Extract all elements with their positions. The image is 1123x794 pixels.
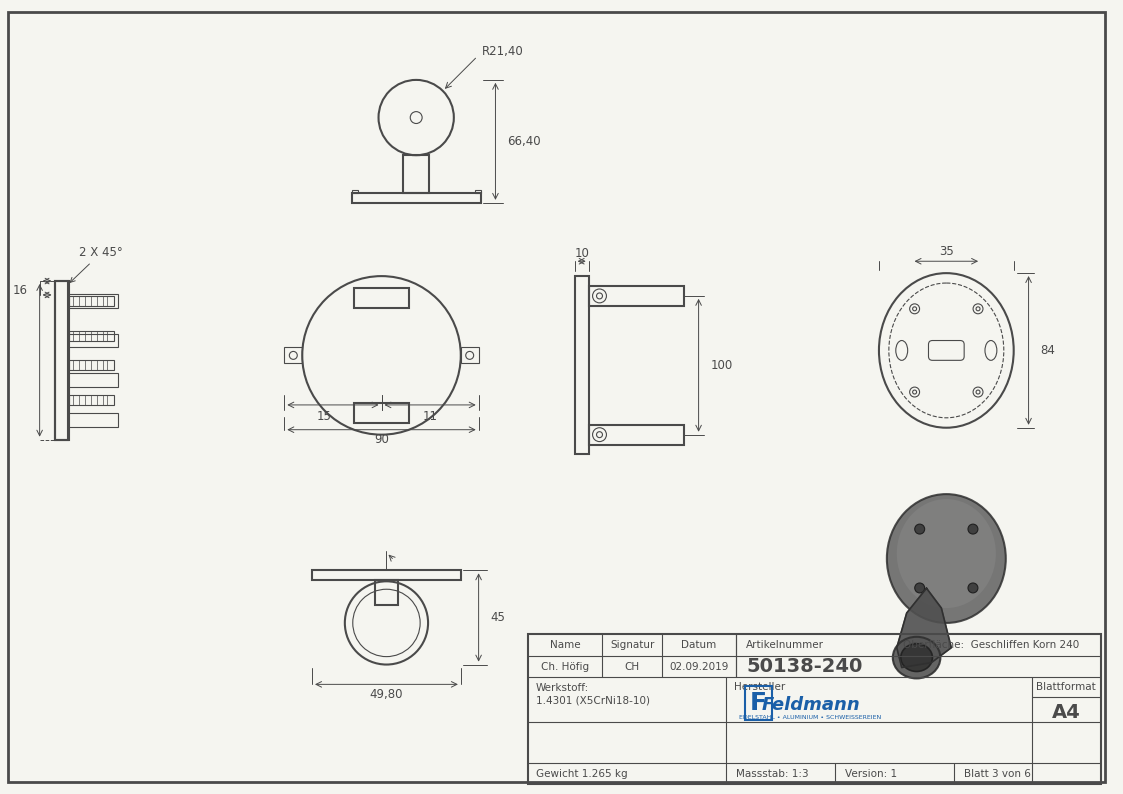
Bar bbox=[69, 333, 118, 348]
Text: Signatur: Signatur bbox=[610, 640, 655, 649]
Bar bbox=[354, 403, 409, 422]
Text: Oberfläche:  Geschliffen Korn 240: Oberfläche: Geschliffen Korn 240 bbox=[903, 640, 1079, 649]
Text: Werkstoff:: Werkstoff: bbox=[536, 684, 590, 693]
Bar bbox=[351, 193, 481, 202]
Text: 11: 11 bbox=[422, 410, 438, 423]
Ellipse shape bbox=[901, 644, 932, 672]
Text: 02.09.2019: 02.09.2019 bbox=[669, 661, 729, 672]
Bar bbox=[69, 373, 118, 387]
Text: Ch. Höfig: Ch. Höfig bbox=[541, 661, 590, 672]
Text: CH: CH bbox=[624, 661, 640, 672]
Text: 45: 45 bbox=[491, 611, 505, 624]
Bar bbox=[375, 580, 399, 605]
Bar bbox=[69, 294, 118, 308]
Text: 1.4301 (X5CrNi18-10): 1.4301 (X5CrNi18-10) bbox=[536, 696, 650, 705]
Text: 66,40: 66,40 bbox=[508, 135, 541, 148]
Bar bbox=[312, 570, 460, 580]
Bar bbox=[351, 190, 358, 193]
Circle shape bbox=[915, 583, 924, 593]
Bar bbox=[70, 296, 113, 306]
Text: Feldmann: Feldmann bbox=[761, 696, 860, 714]
Ellipse shape bbox=[893, 637, 940, 678]
Bar bbox=[55, 281, 69, 440]
Ellipse shape bbox=[887, 494, 1006, 623]
Text: 10: 10 bbox=[574, 247, 590, 260]
Text: 84: 84 bbox=[1041, 344, 1056, 357]
Text: 16: 16 bbox=[12, 284, 27, 298]
Polygon shape bbox=[897, 588, 951, 668]
Bar bbox=[55, 281, 70, 440]
Circle shape bbox=[915, 524, 924, 534]
Text: Name: Name bbox=[550, 640, 581, 649]
Circle shape bbox=[968, 524, 978, 534]
Text: F: F bbox=[749, 692, 767, 715]
Text: Version: 1: Version: 1 bbox=[846, 769, 897, 779]
Bar bbox=[588, 286, 684, 306]
Text: 90: 90 bbox=[374, 433, 389, 446]
Text: Artikelnummer: Artikelnummer bbox=[746, 640, 824, 649]
Text: Blattformat: Blattformat bbox=[1037, 682, 1096, 692]
Ellipse shape bbox=[897, 499, 996, 608]
Bar bbox=[575, 276, 588, 454]
Text: Massstab: 1:3: Massstab: 1:3 bbox=[737, 769, 809, 779]
Text: Datum: Datum bbox=[682, 640, 716, 649]
Text: 35: 35 bbox=[939, 245, 953, 258]
Bar bbox=[69, 413, 118, 426]
Text: EDELSTAHL • ALUMINIUM • SCHWEISSEREIEN: EDELSTAHL • ALUMINIUM • SCHWEISSEREIEN bbox=[739, 715, 882, 719]
Text: R21,40: R21,40 bbox=[482, 44, 523, 58]
Text: 49,80: 49,80 bbox=[369, 688, 403, 701]
Bar bbox=[588, 425, 684, 445]
Bar bbox=[70, 395, 113, 405]
Bar bbox=[460, 348, 478, 364]
Bar bbox=[70, 360, 113, 370]
Text: 50138-240: 50138-240 bbox=[746, 657, 862, 676]
Text: 2 X 45°: 2 X 45° bbox=[70, 246, 124, 283]
Text: 100: 100 bbox=[711, 359, 732, 372]
Circle shape bbox=[968, 583, 978, 593]
Bar bbox=[403, 155, 429, 193]
Bar bbox=[528, 634, 1101, 784]
Bar bbox=[475, 190, 481, 193]
Text: 15: 15 bbox=[317, 410, 331, 423]
Text: Hersteller: Hersteller bbox=[734, 682, 785, 692]
Bar bbox=[354, 288, 409, 308]
Text: Gewicht 1.265 kg: Gewicht 1.265 kg bbox=[536, 769, 628, 779]
Bar bbox=[70, 330, 113, 341]
Text: A4: A4 bbox=[1052, 703, 1080, 722]
Text: Blatt 3 von 6: Blatt 3 von 6 bbox=[965, 769, 1031, 779]
Bar bbox=[284, 348, 302, 364]
